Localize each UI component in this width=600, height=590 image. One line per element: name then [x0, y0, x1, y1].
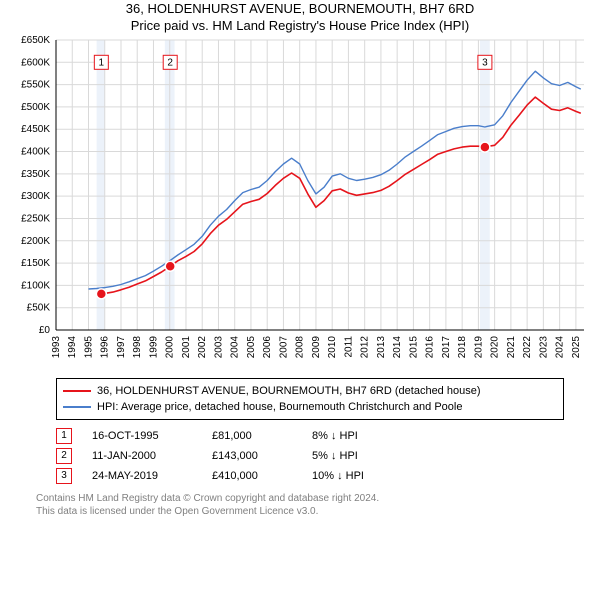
svg-text:1995: 1995 [83, 336, 94, 359]
footer-line-1: Contains HM Land Registry data © Crown c… [36, 492, 564, 505]
sale-marker-1 [96, 289, 106, 299]
legend-row-0: 36, HOLDENHURST AVENUE, BOURNEMOUTH, BH7… [63, 383, 557, 399]
svg-text:2009: 2009 [311, 336, 322, 359]
svg-text:1999: 1999 [148, 336, 159, 359]
svg-text:2001: 2001 [181, 336, 192, 359]
legend-label: 36, HOLDENHURST AVENUE, BOURNEMOUTH, BH7… [97, 383, 481, 399]
footer-attribution: Contains HM Land Registry data © Crown c… [36, 492, 564, 518]
callout-marker: 1 [56, 428, 72, 444]
legend-swatch [63, 406, 91, 408]
svg-text:2006: 2006 [262, 336, 273, 359]
legend-swatch [63, 390, 91, 392]
legend: 36, HOLDENHURST AVENUE, BOURNEMOUTH, BH7… [56, 378, 564, 420]
svg-text:1996: 1996 [100, 336, 111, 359]
sale-callout-list: 1 16-OCT-1995 £81,000 8% ↓ HPI 2 11-JAN-2000 £… [56, 426, 564, 486]
svg-text:£400K: £400K [21, 147, 50, 158]
svg-text:2008: 2008 [295, 336, 306, 359]
svg-text:2023: 2023 [538, 336, 549, 359]
callout-date: 11-JAN-2000 [92, 446, 192, 466]
svg-text:£200K: £200K [21, 236, 50, 247]
callout-delta: 8% ↓ HPI [312, 426, 358, 446]
price-chart: £0 £50K £100K £150K £200K £250K £300K £350K £400… [0, 34, 600, 374]
svg-text:2: 2 [167, 57, 173, 68]
legend-label: HPI: Average price, detached house, Bour… [97, 399, 462, 415]
svg-text:2004: 2004 [230, 336, 241, 359]
svg-text:£450K: £450K [21, 124, 50, 135]
svg-text:3: 3 [482, 57, 488, 68]
svg-text:2020: 2020 [490, 336, 501, 359]
svg-text:1994: 1994 [67, 336, 78, 359]
title-subtitle: Price paid vs. HM Land Registry's House … [0, 17, 600, 34]
svg-text:2022: 2022 [522, 336, 533, 359]
svg-text:£350K: £350K [21, 169, 50, 180]
svg-text:£550K: £550K [21, 80, 50, 91]
svg-text:2000: 2000 [165, 336, 176, 359]
callout-row-1: 1 16-OCT-1995 £81,000 8% ↓ HPI [56, 426, 564, 446]
svg-text:1997: 1997 [116, 336, 127, 359]
svg-text:2002: 2002 [197, 336, 208, 359]
svg-text:2017: 2017 [441, 336, 452, 359]
callout-price: £143,000 [212, 446, 292, 466]
callout-delta: 5% ↓ HPI [312, 446, 358, 466]
svg-text:£150K: £150K [21, 258, 50, 269]
title-address: 36, HOLDENHURST AVENUE, BOURNEMOUTH, BH7… [0, 0, 600, 17]
svg-text:2007: 2007 [278, 336, 289, 359]
svg-text:2016: 2016 [425, 336, 436, 359]
callout-marker: 2 [56, 448, 72, 464]
footer-line-2: This data is licensed under the Open Gov… [36, 505, 564, 518]
legend-row-1: HPI: Average price, detached house, Bour… [63, 399, 557, 415]
svg-text:2003: 2003 [213, 336, 224, 359]
svg-text:£600K: £600K [21, 57, 50, 68]
svg-text:2010: 2010 [327, 336, 338, 359]
callout-date: 24-MAY-2019 [92, 466, 192, 486]
svg-text:£0: £0 [39, 325, 51, 336]
svg-text:1993: 1993 [51, 336, 62, 359]
svg-text:£650K: £650K [21, 35, 50, 46]
svg-text:2018: 2018 [457, 336, 468, 359]
svg-text:£50K: £50K [27, 303, 51, 314]
callout-marker: 3 [56, 468, 72, 484]
svg-text:£250K: £250K [21, 213, 50, 224]
callout-delta: 10% ↓ HPI [312, 466, 364, 486]
svg-text:£100K: £100K [21, 280, 50, 291]
svg-text:2012: 2012 [360, 336, 371, 359]
svg-text:2013: 2013 [376, 336, 387, 359]
svg-text:2011: 2011 [343, 336, 354, 358]
callout-price: £410,000 [212, 466, 292, 486]
svg-text:1998: 1998 [132, 336, 143, 359]
svg-text:2019: 2019 [473, 336, 484, 359]
sale-marker-3 [480, 142, 490, 152]
svg-text:2024: 2024 [555, 336, 566, 359]
callout-price: £81,000 [212, 426, 292, 446]
sale-marker-2 [165, 261, 175, 271]
svg-text:£500K: £500K [21, 102, 50, 113]
callout-date: 16-OCT-1995 [92, 426, 192, 446]
svg-text:£300K: £300K [21, 191, 50, 202]
svg-text:2021: 2021 [506, 336, 517, 359]
callout-row-2: 2 11-JAN-2000 £143,000 5% ↓ HPI [56, 446, 564, 466]
svg-text:2014: 2014 [392, 336, 403, 359]
svg-text:2005: 2005 [246, 336, 257, 359]
callout-row-3: 3 24-MAY-2019 £410,000 10% ↓ HPI [56, 466, 564, 486]
svg-text:2025: 2025 [571, 336, 582, 359]
svg-text:2015: 2015 [408, 336, 419, 359]
svg-text:1: 1 [99, 57, 105, 68]
